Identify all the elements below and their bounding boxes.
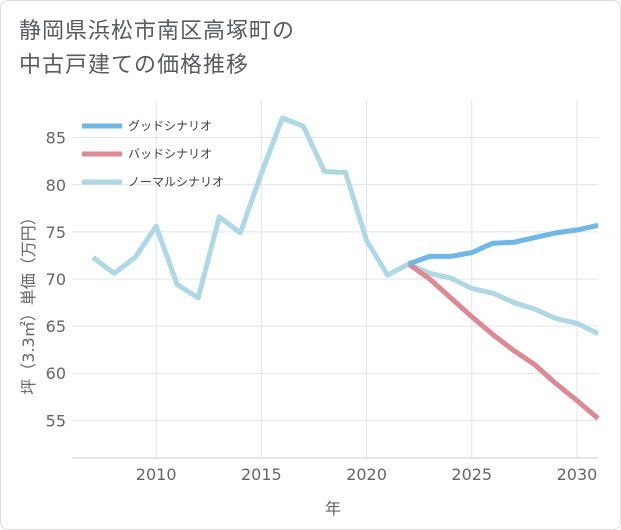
x-tick-label: 2010 <box>136 465 177 484</box>
series-0 <box>407 222 599 267</box>
x-axis-label: 年 <box>325 499 341 518</box>
y-tick-label: 70 <box>46 270 66 289</box>
legend-label: バッドシナリオ <box>128 147 212 161</box>
chart-title: 静岡県浜松市南区高塚町の 中古戸建ての価格推移 <box>19 15 295 83</box>
y-tick-label: 75 <box>46 223 66 242</box>
y-tick-label: 65 <box>46 317 66 336</box>
legend-label: グッドシナリオ <box>128 119 212 133</box>
y-axis-label: 坪（3.3㎡）単価（万円） <box>19 209 38 394</box>
series-2 <box>91 115 600 336</box>
y-tick-label: 85 <box>46 129 66 148</box>
y-axis-ticks: 55 60 65 70 75 80 85 <box>46 129 66 431</box>
x-tick-label: 2015 <box>241 465 282 484</box>
x-tick-label: 2025 <box>451 465 492 484</box>
y-tick-label: 55 <box>46 411 66 430</box>
legend-label: ノーマルシナリオ <box>128 175 224 189</box>
x-tick-label: 2030 <box>557 465 598 484</box>
x-tick-label: 2020 <box>346 465 387 484</box>
chart-title-line-1: 静岡県浜松市南区高塚町の <box>19 19 296 44</box>
chart-title-line-2: 中古戸建ての価格推移 <box>19 53 250 78</box>
series-line <box>407 222 599 267</box>
series-line <box>407 261 600 421</box>
y-tick-label: 60 <box>46 364 66 383</box>
x-axis-ticks: 2010 2015 2020 2025 2030 <box>136 465 598 484</box>
y-tick-label: 80 <box>46 176 66 195</box>
series-lines <box>91 115 600 421</box>
